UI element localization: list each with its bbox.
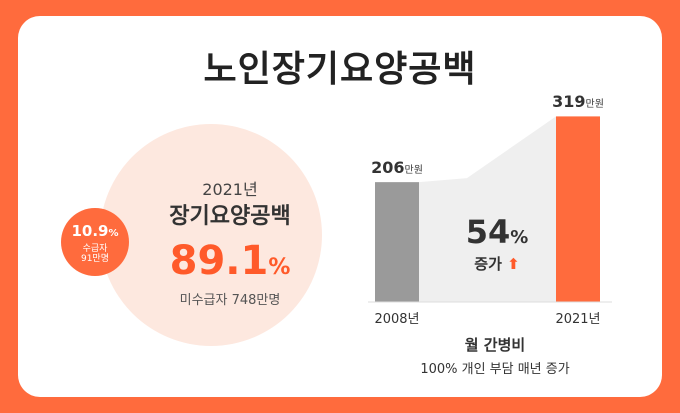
- recipient-percent-unit: %: [108, 228, 119, 239]
- gap-percent: 89.1%: [140, 238, 320, 284]
- bar-value-number: 319: [552, 92, 586, 112]
- bar-2021: [556, 116, 600, 303]
- growth-label-row: 증가 ⬆: [452, 253, 542, 274]
- tick-label-2008: 2008년: [374, 312, 420, 327]
- chart-subtitle: 100% 개인 부담 매년 증가: [420, 362, 570, 377]
- up-arrow-icon: ⬆: [507, 255, 520, 273]
- tick-label-2021: 2021년: [555, 312, 601, 327]
- growth-percent-value: 54: [465, 213, 511, 251]
- bar-value-unit: 만원: [585, 99, 604, 111]
- circle-year: 2021년: [202, 180, 258, 199]
- bar-2008: [375, 182, 419, 302]
- page-title: 노인장기요양공백: [203, 49, 477, 90]
- recipient-label: 수급자: [82, 244, 108, 254]
- bar-value-2008: 206만원: [357, 158, 437, 177]
- recipient-count: 91만명: [80, 254, 109, 264]
- growth-label: 증가: [474, 255, 502, 273]
- recipient-percent: 10.9%: [61, 222, 129, 240]
- bar-value-2021: 319만원: [538, 92, 618, 111]
- gap-circle: [100, 124, 322, 346]
- gap-percent-value: 89.1: [169, 238, 269, 284]
- growth-percent-unit: %: [510, 227, 529, 248]
- circle-subtext: 미수급자 748만명: [179, 293, 281, 308]
- recipient-percent-value: 10.9: [71, 222, 109, 240]
- gap-percent-unit: %: [268, 255, 291, 280]
- growth-area: [419, 116, 556, 303]
- recipient-badge: 10.9% 수급자 91만명: [61, 208, 129, 276]
- growth-percent: 54%: [452, 213, 542, 251]
- chart-title: 월 간병비: [464, 336, 526, 354]
- bar-value-unit: 만원: [404, 165, 423, 177]
- circle-label: 장기요양공백: [169, 204, 291, 229]
- bar-value-number: 206: [371, 158, 405, 178]
